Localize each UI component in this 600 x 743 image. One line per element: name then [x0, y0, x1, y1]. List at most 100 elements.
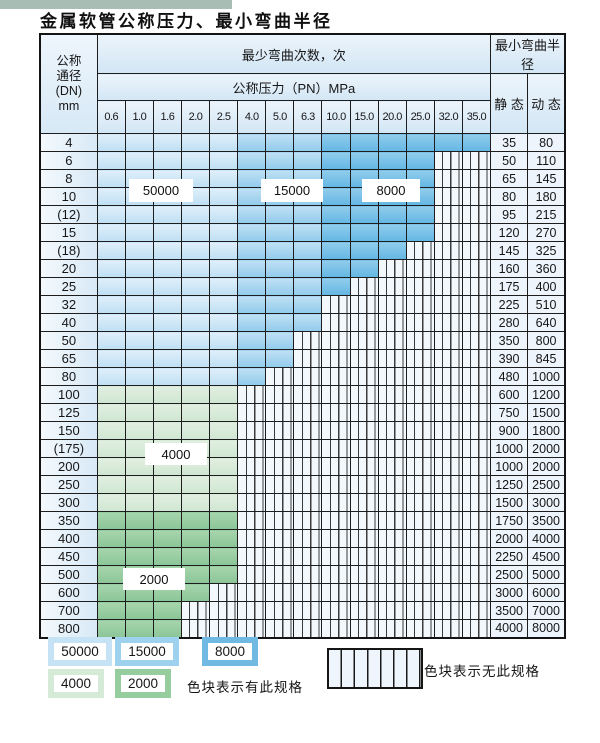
cell-has-spec [209, 187, 239, 206]
cell-no-spec [433, 349, 463, 368]
cell-has-spec [349, 259, 379, 278]
cell-no-spec [405, 493, 435, 512]
dn-row-header: 450 [39, 547, 98, 566]
cell-has-spec [349, 151, 379, 170]
cell-has-spec [96, 313, 126, 332]
cell-has-spec [209, 205, 239, 224]
cell-no-spec [461, 583, 492, 602]
cell-has-spec [96, 133, 126, 152]
cell-has-spec [377, 133, 407, 152]
cell-has-spec [96, 529, 126, 548]
cell-has-spec [180, 493, 211, 512]
cell-no-spec [461, 619, 492, 638]
cell-no-spec [461, 205, 492, 224]
cell-no-spec [433, 421, 463, 440]
cell-has-spec [321, 187, 351, 206]
cell-has-spec [96, 277, 126, 296]
dynamic-radius-value: 360 [527, 259, 566, 278]
cell-no-spec [237, 493, 267, 512]
cell-no-spec [349, 421, 379, 440]
dynamic-radius-value: 180 [527, 187, 566, 206]
cell-no-spec [293, 331, 323, 350]
dynamic-radius-value: 6000 [527, 583, 566, 602]
pressure-col-header: 20.0 [377, 100, 407, 134]
cell-no-spec [461, 151, 492, 170]
cell-has-spec [209, 403, 239, 422]
cell-no-spec [180, 601, 211, 620]
cell-has-spec [124, 403, 154, 422]
cell-no-spec [349, 565, 379, 584]
cell-no-spec [293, 565, 323, 584]
cell-no-spec [461, 421, 492, 440]
static-radius-value: 95 [490, 205, 529, 224]
cell-no-spec [321, 439, 351, 458]
cell-has-spec [405, 151, 435, 170]
dn-row-header: 80 [39, 367, 98, 386]
cell-has-spec [124, 295, 154, 314]
cell-has-spec [321, 133, 351, 152]
pressure-col-header: 4.0 [237, 100, 267, 134]
pressure-col-header: 25.0 [405, 100, 435, 134]
cell-has-spec [180, 133, 211, 152]
cell-no-spec [377, 475, 407, 494]
cell-has-spec [209, 493, 239, 512]
cell-has-spec [237, 223, 267, 242]
cell-has-spec [265, 133, 295, 152]
cell-no-spec [349, 547, 379, 566]
cell-has-spec [124, 223, 154, 242]
pressure-col-header: 1.6 [152, 100, 182, 134]
table-row: 40 280 640 [39, 313, 566, 332]
pressure-col-header: 5.0 [265, 100, 295, 134]
cell-has-spec [237, 259, 267, 278]
cell-has-spec [96, 385, 126, 404]
corner-line-2: 通径 [56, 69, 82, 83]
cell-has-spec [209, 511, 239, 530]
cell-no-spec [405, 241, 435, 260]
static-radius-value: 1750 [490, 511, 529, 530]
cell-no-spec [293, 457, 323, 476]
cell-has-spec [124, 151, 154, 170]
cell-no-spec [293, 493, 323, 512]
dynamic-radius-value: 110 [527, 151, 566, 170]
cell-no-spec [433, 493, 463, 512]
cell-no-spec [405, 403, 435, 422]
cell-no-spec [405, 421, 435, 440]
cell-has-spec [152, 403, 182, 422]
cell-has-spec [124, 367, 154, 386]
table-row: 300 1500 3000 [39, 493, 566, 512]
dynamic-radius-value: 7000 [527, 601, 566, 620]
legend-swatch-15000: 15000 [115, 637, 179, 666]
dynamic-radius-value: 1500 [527, 403, 566, 422]
cell-no-spec [349, 583, 379, 602]
static-radius-value: 390 [490, 349, 529, 368]
cell-has-spec [96, 331, 126, 350]
cell-has-spec [152, 385, 182, 404]
table-row: (18) 145 325 [39, 241, 566, 260]
cell-has-spec [293, 223, 323, 242]
cell-has-spec [152, 241, 182, 260]
cell-has-spec [96, 439, 126, 458]
cell-has-spec [293, 313, 323, 332]
cell-no-spec [237, 385, 267, 404]
cell-no-spec [265, 601, 295, 620]
table-row: 80 480 1000 [39, 367, 566, 386]
corner-line-1: 公称 [56, 54, 82, 68]
cell-has-spec [237, 151, 267, 170]
cell-no-spec [433, 169, 463, 188]
dynamic-radius-value: 2000 [527, 457, 566, 476]
static-radius-value: 280 [490, 313, 529, 332]
cell-has-spec [237, 133, 267, 152]
static-radius-value: 750 [490, 403, 529, 422]
dynamic-radius-value: 400 [527, 277, 566, 296]
cell-has-spec [321, 205, 351, 224]
cycles-label-2000: 2000 [123, 568, 185, 590]
cell-no-spec [405, 385, 435, 404]
cell-has-spec [293, 295, 323, 314]
cell-no-spec [321, 295, 351, 314]
static-radius-value: 80 [490, 187, 529, 206]
cell-has-spec [180, 475, 211, 494]
static-radius-value: 175 [490, 277, 529, 296]
cell-has-spec [209, 133, 239, 152]
table-row: 600 3000 6000 [39, 583, 566, 602]
cell-no-spec [405, 619, 435, 638]
